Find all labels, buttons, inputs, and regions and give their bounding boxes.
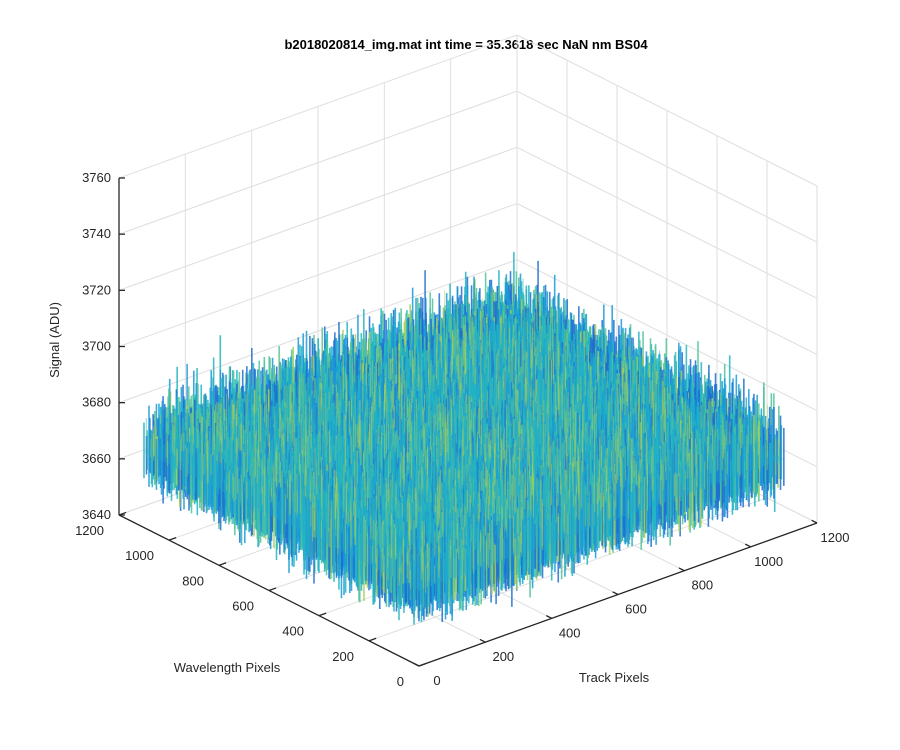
back-wall-gridline-z <box>118 34 518 179</box>
side-wall-gridline-z <box>516 146 818 299</box>
back-wall-gridline-z <box>118 90 518 235</box>
side-wall-gridline-z <box>516 34 818 187</box>
surface-mesh <box>143 251 785 625</box>
back-wall-gridline-z <box>118 259 518 404</box>
back-wall-gridline-z <box>118 146 518 291</box>
chart-title: b2018020814_img.mat int time = 35.3618 s… <box>284 37 648 52</box>
side-wall-gridline-z <box>516 259 818 412</box>
side-wall-gridline-z <box>516 203 818 355</box>
side-wall-gridline-z <box>516 90 818 243</box>
back-wall-gridline-z <box>118 203 518 347</box>
